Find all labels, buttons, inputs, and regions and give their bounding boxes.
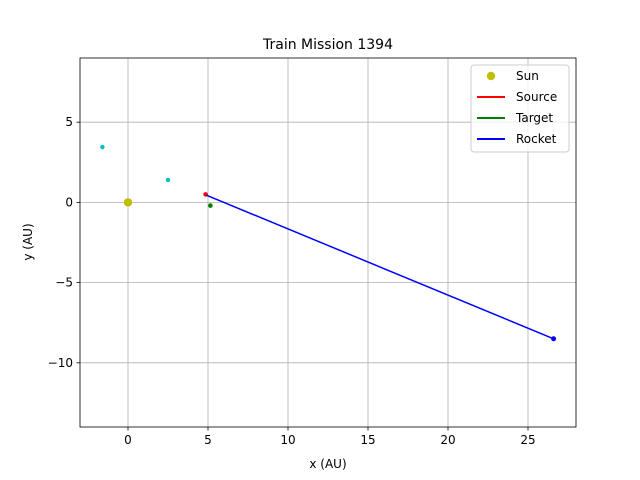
planet-point	[100, 144, 105, 150]
legend-rocket-label: Rocket	[516, 132, 557, 146]
y-tick-label: −5	[55, 276, 73, 290]
rocket-trajectory-line	[206, 194, 554, 340]
legend-sun-label: Sun	[516, 69, 539, 83]
x-tick-label: 25	[520, 433, 535, 447]
x-tick-label: 15	[360, 433, 375, 447]
y-tick-label: 5	[65, 115, 73, 129]
x-tick-label: 10	[280, 433, 295, 447]
rocket-position-point	[551, 336, 557, 342]
legend-box	[470, 64, 570, 153]
x-tick-label: 5	[204, 433, 212, 447]
ticks: 0 5 10 15 20 25 5 0 −5 −10	[48, 115, 536, 447]
legend: Sun Source Target Rocket	[470, 64, 570, 153]
sun-point	[123, 198, 133, 207]
x-tick-label: 0	[124, 433, 132, 447]
planet-point	[165, 177, 171, 183]
y-tick-label: 0	[65, 195, 73, 209]
plot-frame	[79, 57, 577, 428]
y-tick-label: −10	[48, 356, 73, 370]
legend-sun-marker	[486, 71, 496, 81]
legend-target-label: Target	[515, 111, 553, 125]
target-point	[208, 203, 213, 208]
plot-data	[100, 144, 557, 342]
y-axis-label: y (AU)	[21, 223, 35, 260]
x-axis-label: x (AU)	[309, 457, 346, 471]
x-tick-label: 20	[440, 433, 455, 447]
legend-source-label: Source	[516, 90, 557, 104]
chart-title: Train Mission 1394	[262, 37, 393, 53]
